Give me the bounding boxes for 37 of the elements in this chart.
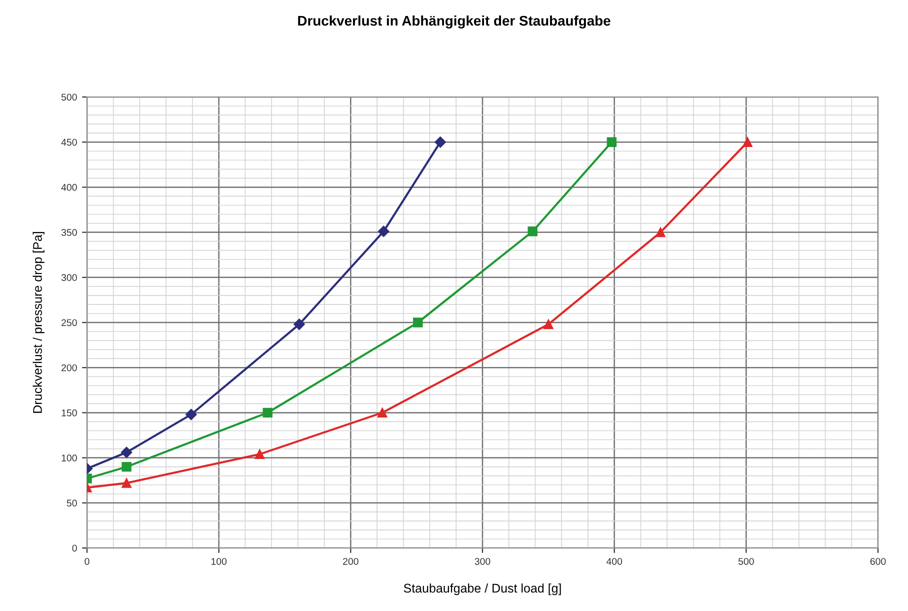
x-tick-label: 100 bbox=[211, 558, 227, 565]
point bbox=[656, 227, 666, 238]
point bbox=[742, 137, 752, 147]
point bbox=[434, 136, 446, 148]
point bbox=[544, 319, 554, 330]
y-tick-label: 450 bbox=[61, 138, 77, 146]
y-tick-label: 250 bbox=[62, 319, 77, 326]
y-tick-label: 50 bbox=[66, 500, 77, 507]
y-tick-label: 150 bbox=[62, 409, 77, 416]
point bbox=[254, 449, 265, 460]
point bbox=[120, 446, 132, 458]
y-tick-label: 300 bbox=[61, 274, 77, 282]
point bbox=[186, 408, 197, 420]
y-tick-label: 200 bbox=[62, 364, 77, 372]
x-tick-label: 500 bbox=[738, 558, 754, 565]
point bbox=[122, 462, 132, 472]
y-axis-title: Druckverlust / pressure drop [Pa] bbox=[32, 232, 44, 413]
chart-title: Druckverlust in Abhängigkeit der Staubaufgabe bbox=[298, 15, 610, 29]
x-tick-label: 200 bbox=[343, 558, 358, 565]
x-tick-label: 400 bbox=[606, 558, 622, 565]
point bbox=[413, 318, 423, 328]
point bbox=[377, 408, 388, 418]
point bbox=[528, 226, 538, 236]
point bbox=[262, 408, 272, 418]
y-tick-label: 500 bbox=[61, 94, 77, 101]
point bbox=[294, 318, 305, 330]
point bbox=[122, 478, 132, 488]
x-tick-label: 600 bbox=[870, 558, 886, 565]
x-tick-label: 0 bbox=[84, 558, 90, 565]
y-tick-label: 100 bbox=[62, 454, 77, 462]
x-axis-title: Staubaufgabe / Dust load [g] bbox=[404, 583, 561, 596]
point bbox=[378, 226, 390, 238]
y-tick-label: 400 bbox=[61, 184, 77, 191]
y-tick-label: 0 bbox=[72, 544, 77, 552]
x-tick-label: 300 bbox=[474, 558, 490, 565]
y-tick-label: 350 bbox=[61, 229, 77, 236]
point bbox=[606, 137, 617, 147]
